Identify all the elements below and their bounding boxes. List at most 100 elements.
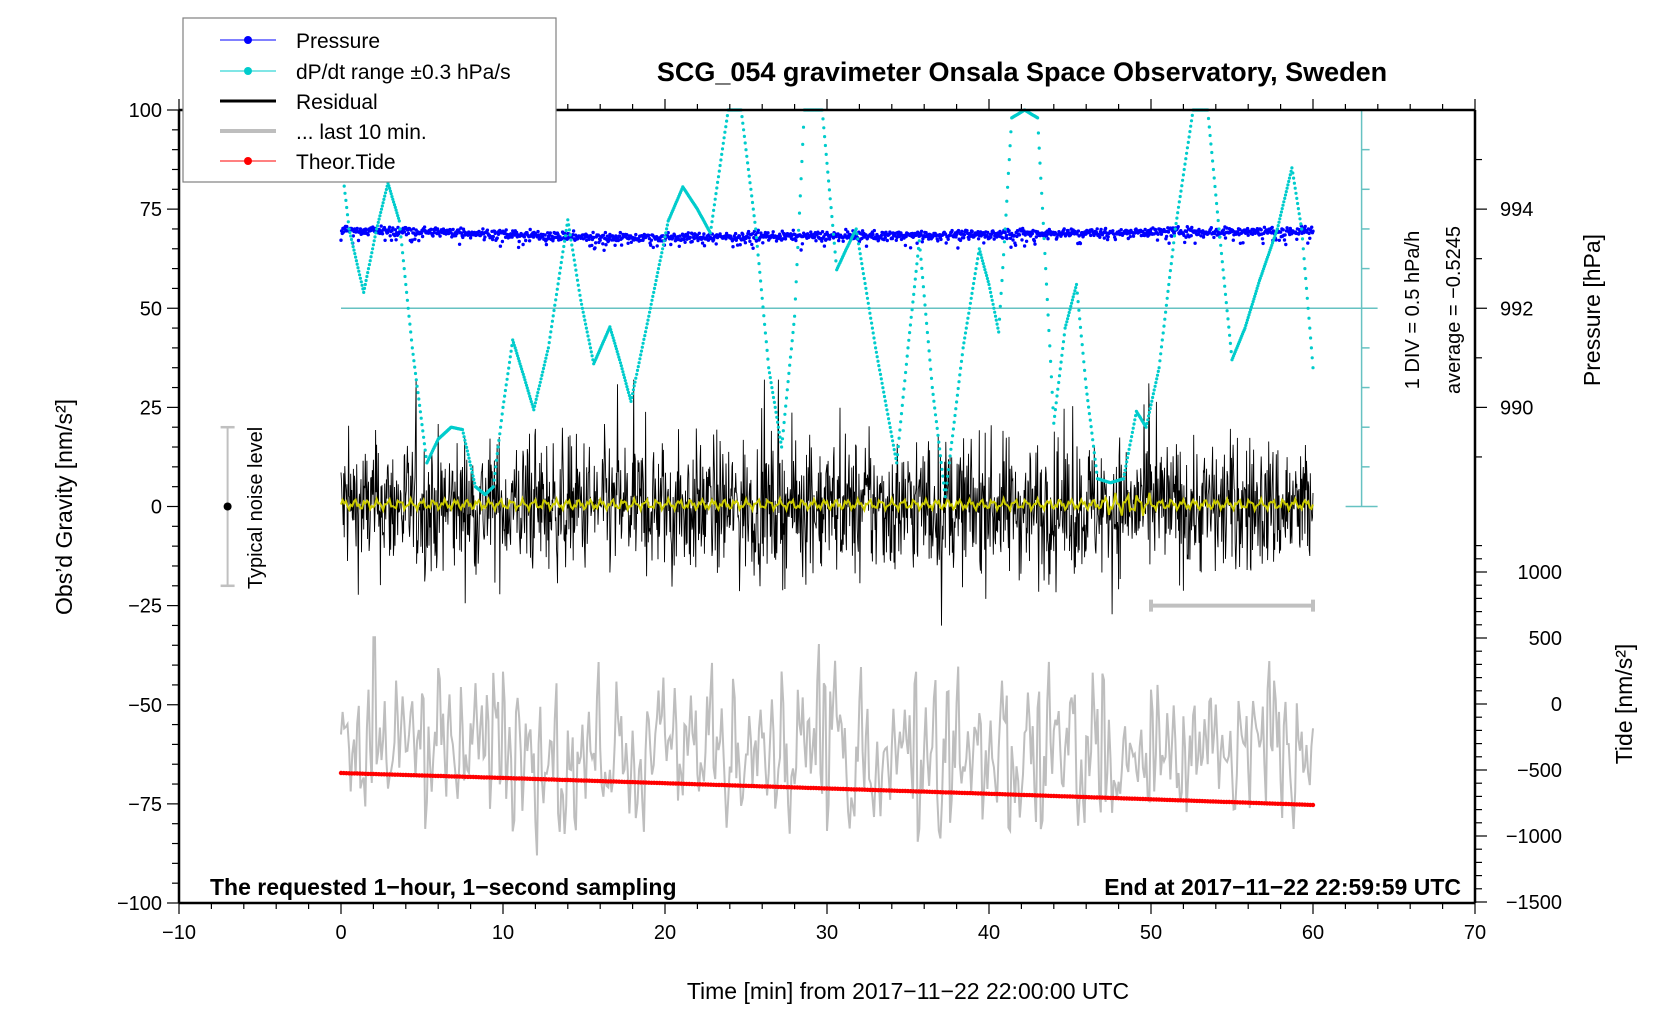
dpdt-point <box>1226 317 1230 321</box>
dpdt-point <box>1075 291 1079 295</box>
dpdt-point <box>1286 183 1290 187</box>
dpdt-point <box>1216 218 1220 223</box>
residual-series <box>340 379 1314 626</box>
dpdt-point <box>520 370 525 374</box>
dpdt-point <box>583 318 587 322</box>
dpdt-point <box>558 266 563 270</box>
dpdt-point <box>533 404 537 408</box>
dpdt-point <box>1228 333 1232 337</box>
dpdt-point <box>1004 213 1008 217</box>
dpdt-point <box>1064 323 1068 327</box>
dpdt-point <box>1161 331 1165 335</box>
dpdt-point <box>503 394 507 398</box>
pressure-point <box>1011 238 1015 242</box>
dpdt-point <box>618 361 623 365</box>
dpdt-point <box>629 399 633 403</box>
dpdt-point <box>571 248 575 252</box>
legend-entry-dpdt[interactable]: dP/dt range ±0.3 hPa/s <box>220 61 511 84</box>
dpdt-point <box>418 410 422 414</box>
dpdt-point <box>892 448 896 452</box>
pressure-point <box>555 235 559 240</box>
dpdt-point <box>467 456 471 460</box>
dpdt-point <box>883 399 887 403</box>
dpdt-point <box>900 403 904 407</box>
pressure-point <box>1238 227 1242 232</box>
dpdt-point <box>505 377 509 381</box>
legend-entry-last10[interactable]: ... last 10 min. <box>220 121 427 144</box>
dpdt-point <box>931 392 935 396</box>
dpdt-point <box>942 481 946 485</box>
dpdt-point <box>1211 159 1215 163</box>
dpdt-point <box>1283 193 1288 197</box>
dpdt-point <box>1181 173 1185 177</box>
annotation-end-time: End at 2017−11−22 22:59:59 UTC <box>1104 874 1461 900</box>
pressure-point <box>380 232 385 236</box>
dpdt-point <box>1086 399 1090 403</box>
dpdt-point <box>1294 191 1298 195</box>
dpdt-point <box>512 343 516 347</box>
dpdt-point <box>823 143 828 148</box>
dpdt-point <box>372 239 376 243</box>
dpdt-point <box>644 330 648 334</box>
dpdt-point <box>1144 425 1148 429</box>
dpdt-point <box>535 394 539 398</box>
dpdt-point <box>716 180 720 184</box>
dpdt-point <box>1264 260 1268 264</box>
dpdt-point <box>741 121 745 125</box>
dpdt-point <box>961 346 965 350</box>
dpdt-point <box>1092 451 1096 455</box>
dpdt-point <box>720 152 724 156</box>
dpdt-point <box>382 197 386 201</box>
pressure-point <box>654 235 659 239</box>
dpdt-point <box>416 391 420 395</box>
dpdt-point <box>972 281 976 286</box>
pressure-point <box>700 241 705 245</box>
pressure-point <box>1223 236 1228 240</box>
legend-entry-tide[interactable]: Theor.Tide <box>220 151 396 174</box>
pressure-point <box>1284 242 1288 247</box>
dpdt-point <box>1165 296 1169 300</box>
dpdt-point <box>396 214 400 218</box>
legend-entry-residual[interactable]: Residual <box>220 91 378 114</box>
dpdt-point <box>1171 248 1175 252</box>
pressure-point <box>791 228 795 232</box>
legend-entry-pressure[interactable]: Pressure <box>220 30 380 53</box>
dpdt-point <box>1125 460 1129 464</box>
pressure-point <box>1297 232 1301 236</box>
dpdt-point <box>750 194 754 198</box>
dpdt-point <box>646 318 650 322</box>
dpdt-point <box>960 353 964 357</box>
dpdt-point <box>1190 113 1194 117</box>
dpdt-point <box>767 366 771 370</box>
dpdt-point <box>379 207 384 211</box>
pressure-point <box>1105 237 1110 242</box>
pressure-point <box>1277 238 1282 242</box>
pressure-point <box>388 234 392 238</box>
dpdt-point <box>1069 304 1073 308</box>
dpdt-point <box>580 302 584 306</box>
dpdt-point <box>1062 333 1066 337</box>
pressure-point <box>883 236 887 240</box>
dpdt-point <box>884 403 888 407</box>
dpdt-point <box>832 241 836 245</box>
dpdt-point <box>1225 309 1229 313</box>
dpdt-point <box>899 412 904 416</box>
dpdt-point <box>547 341 551 345</box>
pressure-point <box>1270 225 1274 230</box>
dpdt-point <box>1095 470 1099 474</box>
dpdt-point <box>725 114 730 118</box>
dpdt-point <box>1133 418 1137 422</box>
dpdt-point <box>375 224 380 228</box>
dpdt-point <box>924 312 928 316</box>
dpdt-point <box>1174 221 1178 226</box>
dpdt-point <box>1175 216 1179 220</box>
dpdt-point <box>831 223 835 227</box>
dpdt-point <box>716 175 721 179</box>
dpdt-point <box>891 439 895 443</box>
dpdt-point <box>624 382 628 386</box>
dpdt-point <box>762 314 766 318</box>
dpdt-point <box>1076 300 1080 304</box>
dpdt-point <box>1037 146 1041 150</box>
dpdt-point <box>1132 422 1136 426</box>
dpdt-point <box>929 376 934 380</box>
